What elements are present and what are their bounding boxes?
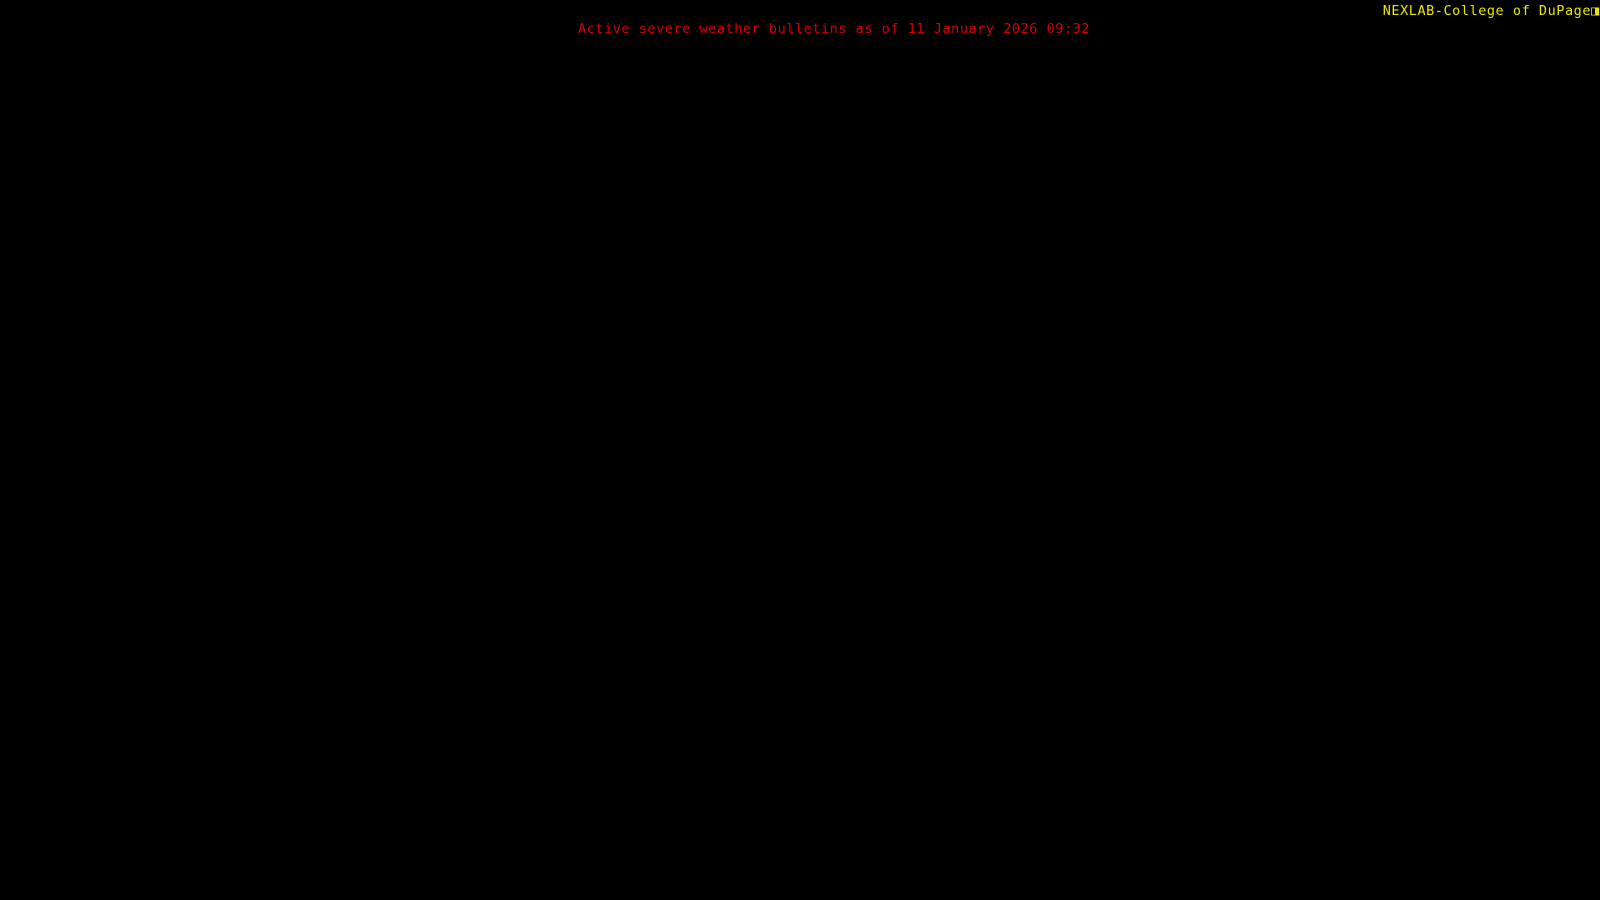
page-title: Active severe weather bulletins as of 11… [578, 21, 1090, 37]
weather-map-canvas[interactable] [0, 44, 1600, 770]
branding-glyph-icon: ◨ [1591, 3, 1600, 19]
branding-label: NEXLAB-College of DuPage [1382, 3, 1591, 19]
legend: Watch Warning T-Storm Tornado Winter Sto… [0, 770, 1600, 900]
branding: NEXLAB-College of DuPage◨ [1383, 3, 1600, 19]
